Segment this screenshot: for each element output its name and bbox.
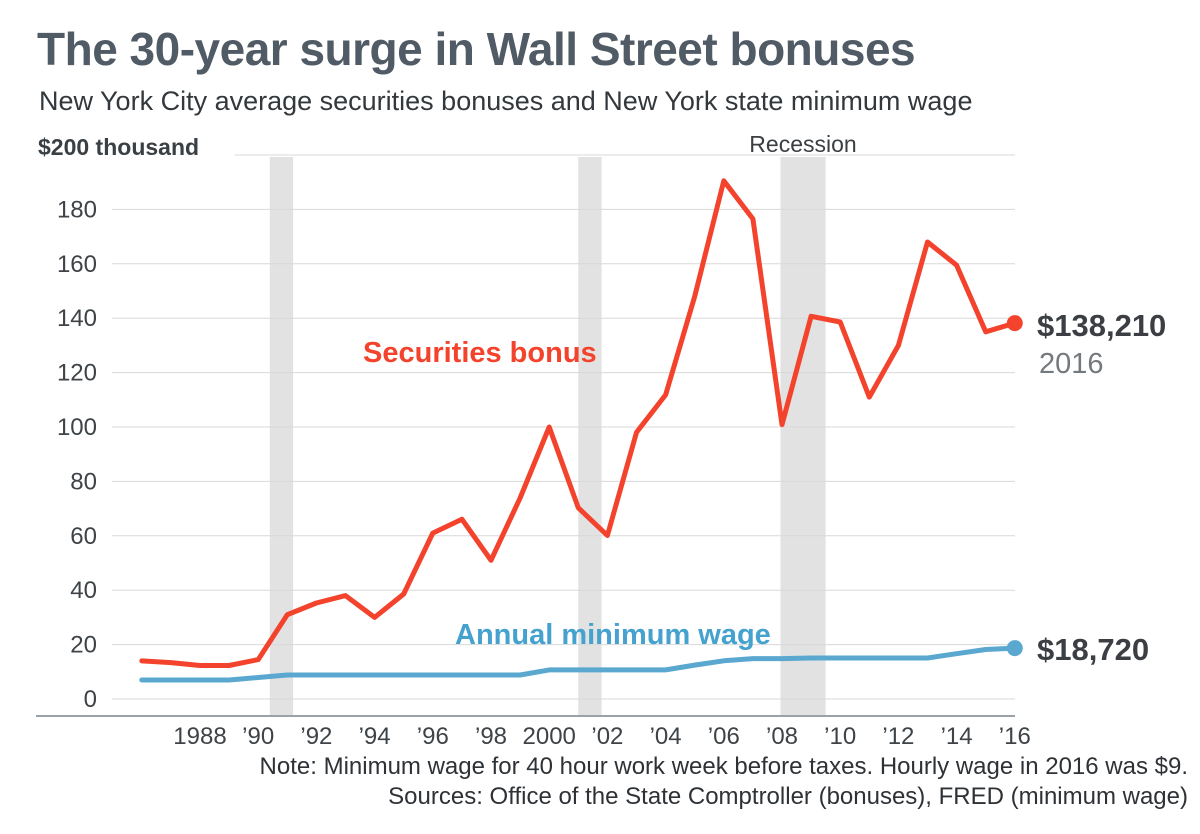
securities-line	[139, 178, 1018, 668]
note-line: Note: Minimum wage for 40 hour work week…	[259, 753, 1188, 780]
x-tick-label: ’06	[708, 723, 740, 750]
x-tick-label: 1988	[173, 723, 226, 750]
recession-band	[269, 157, 294, 716]
x-tick-label: ’96	[417, 723, 449, 750]
sources-line: Sources: Office of the State Comptroller…	[388, 783, 1188, 810]
x-tick-label: ’02	[591, 723, 623, 750]
y-tick-label: 0	[84, 686, 97, 713]
securities-end-year: 2016	[1039, 348, 1104, 380]
securities-end-dot	[1006, 315, 1023, 332]
chart-subtitle: New York City average securities bonuses…	[39, 86, 973, 116]
x-tick-label: ’16	[999, 723, 1031, 750]
x-tick-label: ’14	[941, 723, 973, 750]
y-axis-unit-label: $200 thousand	[38, 134, 200, 160]
x-tick-label: ’92	[300, 723, 332, 750]
recession-label: Recession	[749, 131, 857, 157]
footnotes: Note: Minimum wage for 40 hour work week…	[260, 752, 1188, 812]
minimum-wage-end-value: $18,720	[1037, 632, 1150, 667]
x-tick-label: ’04	[650, 723, 682, 750]
x-tick-label: ’94	[359, 723, 391, 750]
chart-title: The 30-year surge in Wall Street bonuses	[37, 23, 916, 75]
y-tick-label: 180	[57, 196, 97, 223]
x-tick-label: ’08	[766, 723, 798, 750]
minimum-wage-line	[139, 645, 1018, 683]
y-tick-label: 120	[57, 360, 97, 387]
y-tick-label: 160	[57, 251, 97, 278]
y-tick-label: 60	[70, 523, 97, 550]
securities-series-label: Securities bonus	[363, 337, 597, 369]
y-tick-label: 140	[57, 305, 97, 332]
x-tick-label: ’98	[475, 723, 507, 750]
y-tick-label: 20	[70, 632, 97, 659]
x-tick-label: 2000	[523, 723, 576, 750]
minimum-wage-series-label: Annual minimum wage	[455, 619, 771, 651]
x-tick-label: ’10	[824, 723, 856, 750]
x-tick-label: ’12	[882, 723, 914, 750]
y-tick-label: 40	[70, 577, 97, 604]
recession-band	[780, 157, 826, 716]
recession-band	[578, 157, 602, 716]
y-tick-label: 80	[70, 468, 97, 495]
securities-end-value: $138,210	[1037, 308, 1167, 343]
minimum-wage-end-dot	[1006, 640, 1023, 657]
y-tick-label: 100	[57, 414, 97, 441]
x-tick-label: ’90	[242, 723, 274, 750]
